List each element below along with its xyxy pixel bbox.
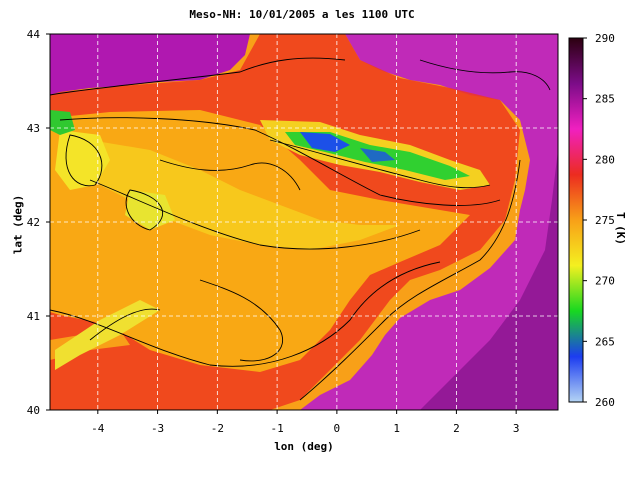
y-tick-label: 41 bbox=[27, 310, 40, 323]
colorbar-label-text: T (K) bbox=[614, 211, 628, 246]
y-axis: 40 41 42 43 44 bbox=[27, 28, 50, 417]
ebro-valley bbox=[90, 140, 400, 250]
colorbar-ticks: 290 285 280 275 270 265 260 bbox=[583, 32, 615, 409]
colorbar-tick-label: 265 bbox=[595, 335, 615, 348]
bay-of-biscay bbox=[50, 34, 250, 95]
colorbar-tick-label: 270 bbox=[595, 275, 615, 288]
colorbar-tick-label: 280 bbox=[595, 153, 615, 166]
y-tick-label: 42 bbox=[27, 216, 40, 229]
x-tick-label: -2 bbox=[211, 422, 224, 435]
colorbar-tick-label: 290 bbox=[595, 32, 615, 45]
y-tick-label: 43 bbox=[27, 122, 40, 135]
pyrenees-peaks bbox=[300, 132, 350, 152]
grid-lines bbox=[50, 34, 558, 410]
colorbar-tick-label: 285 bbox=[595, 93, 615, 106]
y-axis-label: lat (deg) bbox=[2, 190, 42, 260]
x-axis-label: lon (deg) bbox=[274, 440, 334, 453]
x-tick-label: 0 bbox=[334, 422, 341, 435]
y-tick-label: 40 bbox=[27, 404, 40, 417]
cantabrian-green-strip bbox=[50, 110, 75, 135]
x-tick-label: 3 bbox=[513, 422, 520, 435]
colorbar-tick-label: 260 bbox=[595, 396, 615, 409]
y-tick-label: 44 bbox=[27, 28, 41, 41]
x-axis: -4 -3 -2 -1 0 1 2 3 bbox=[91, 410, 519, 435]
colorbar-tick-label: 275 bbox=[595, 214, 615, 227]
x-tick-label: -3 bbox=[151, 422, 164, 435]
x-tick-label: 1 bbox=[393, 422, 400, 435]
colorbar bbox=[568, 37, 584, 403]
contour-lines bbox=[50, 57, 551, 401]
x-tick-label: -1 bbox=[270, 422, 283, 435]
western-cold-pocket bbox=[55, 130, 110, 190]
x-tick-label: -4 bbox=[91, 422, 105, 435]
deep-sea bbox=[420, 150, 558, 410]
plot-title: Meso-NH: 10/01/2005 a les 1100 UTC bbox=[189, 8, 415, 21]
pyrenees-peaks-2 bbox=[360, 148, 395, 162]
colorbar-label: T (K) bbox=[612, 200, 632, 260]
x-tick-label: 2 bbox=[453, 422, 460, 435]
southwest-range bbox=[55, 300, 160, 370]
y-axis-label-text: lat (deg) bbox=[11, 194, 25, 255]
